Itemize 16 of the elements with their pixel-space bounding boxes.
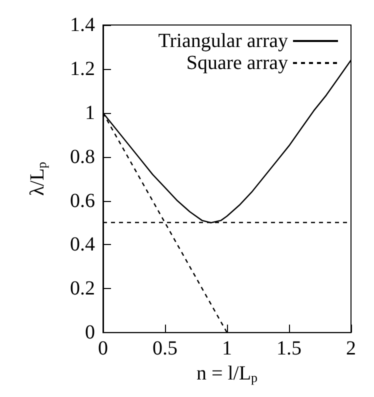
y-tick-label: 0.2 — [70, 278, 95, 300]
y-tick-label: 0.8 — [70, 146, 95, 168]
y-axis-title: λ/Lp — [26, 162, 49, 196]
legend-label: Square array — [186, 52, 288, 74]
x-tick-label: 2 — [346, 338, 356, 360]
x-tick-label: 1 — [222, 338, 232, 360]
legend-label: Triangular array — [158, 30, 288, 52]
x-tick-label: 1.5 — [276, 338, 302, 360]
x-axis-title: n = l/Lp — [196, 362, 258, 385]
y-tick-label: 1 — [85, 102, 95, 124]
y-tick-label: 0.4 — [70, 234, 95, 256]
y-tick-label: 0 — [85, 322, 95, 344]
x-tick-label: 0.5 — [152, 338, 178, 360]
y-tick-label: 1.4 — [70, 14, 95, 36]
y-tick-label: 1.2 — [70, 58, 95, 80]
y-tick-label: 0.6 — [70, 190, 95, 212]
